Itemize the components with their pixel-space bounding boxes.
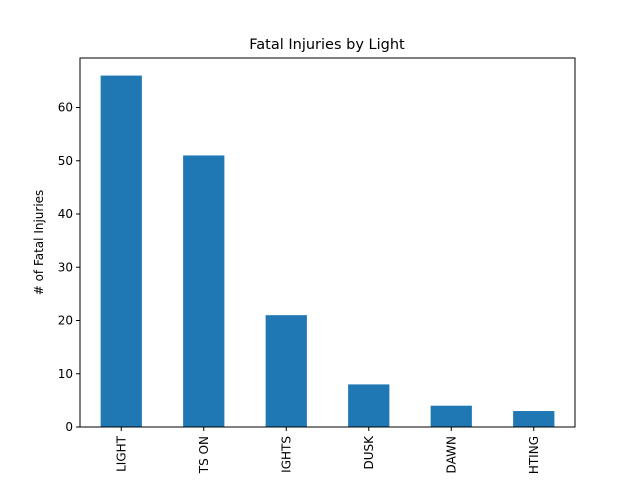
plot-frame <box>79 57 576 428</box>
x-tick-label-0: LIGHT <box>114 435 128 472</box>
bar-4 <box>430 405 472 427</box>
x-tick-label-5: HTING <box>527 436 541 474</box>
bar-3 <box>348 384 390 427</box>
x-tick-label-3: DUSK <box>362 435 376 470</box>
bar-2 <box>265 315 307 427</box>
y-tick-label-6: 60 <box>58 101 73 115</box>
y-tick-label-5: 50 <box>58 154 73 168</box>
y-tick-label-4: 40 <box>58 207 73 221</box>
y-tick-label-2: 20 <box>58 314 73 328</box>
x-tick-label-1: TS ON <box>197 436 211 474</box>
x-tick-label-4: DAWN <box>444 436 458 473</box>
x-tick-label-2: IGHTS <box>279 436 293 473</box>
bar-1 <box>183 155 225 427</box>
y-tick-label-3: 30 <box>58 260 73 274</box>
y-tick-label-1: 10 <box>58 367 73 381</box>
y-tick-label-0: 0 <box>65 420 73 434</box>
bar-0 <box>100 75 142 427</box>
bars-group <box>100 75 555 427</box>
y-axis-label: # of Fatal Injuries <box>32 190 46 296</box>
x-axis: LIGHT TS ON IGHTS DUSK DAWN HTING <box>114 427 541 474</box>
y-axis: 0 10 20 30 40 50 60 <box>58 101 80 434</box>
chart-title: Fatal Injuries by Light <box>249 37 405 53</box>
bar-5 <box>513 411 555 427</box>
